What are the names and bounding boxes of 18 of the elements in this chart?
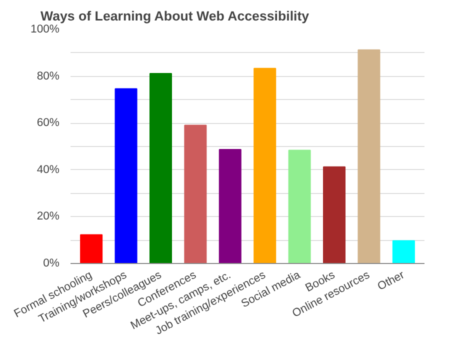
bar <box>114 88 138 264</box>
y-tick-label: 40% <box>36 164 60 176</box>
bar <box>184 124 207 264</box>
chart-title: Ways of Learning About Web Accessibility <box>40 8 310 24</box>
bar <box>149 72 172 264</box>
y-tick-label: 80% <box>36 70 60 82</box>
bar <box>254 68 276 264</box>
x-tick-label: Other <box>376 269 407 294</box>
bar <box>358 49 380 264</box>
bar <box>323 166 346 264</box>
y-tick-label: 60% <box>36 117 60 130</box>
bar <box>288 150 311 264</box>
y-tick-label: 100% <box>30 24 60 36</box>
bar <box>218 149 242 264</box>
y-tick-label: 0% <box>43 258 60 270</box>
bar <box>392 240 415 264</box>
bar <box>80 234 103 264</box>
y-tick-label: 20% <box>36 210 60 223</box>
